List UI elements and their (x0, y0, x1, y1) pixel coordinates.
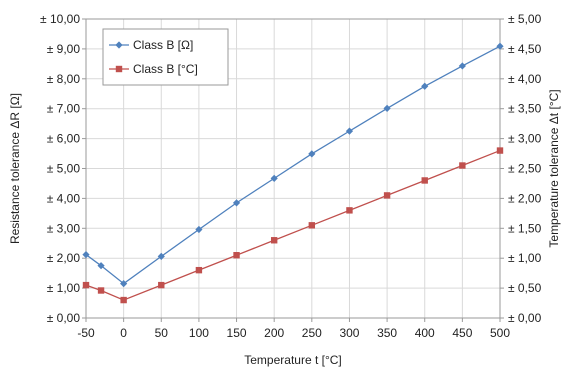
data-point (233, 252, 240, 259)
left-y-tick-label: ± 7,00 (47, 102, 81, 116)
x-tick-label: 0 (120, 326, 127, 340)
right-y-tick-label: ± 2,50 (508, 162, 542, 176)
data-point (270, 174, 278, 182)
left-y-tick-label: ± 3,00 (47, 221, 81, 235)
x-tick-label: 150 (227, 326, 247, 340)
legend-marker-class-b-celsius (115, 65, 123, 73)
right-y-axis-ticks: ± 0,00 ± 0,50 ± 1,00 ± 1,50 ± 2,00 ± 2,50 ± 3,… (500, 12, 542, 325)
left-y-axis-title: Resistance tolerance ΔR [Ω] (8, 93, 22, 244)
x-tick-label: 200 (264, 326, 284, 340)
x-tick-label: 350 (377, 326, 397, 340)
legend-marker-class-b-ohm (115, 41, 123, 49)
right-y-tick-label: ± 3,50 (508, 102, 542, 116)
series (82, 42, 504, 304)
data-point (345, 127, 354, 135)
x-tick-label: 450 (452, 326, 472, 340)
data-point (232, 199, 241, 207)
legend-box (102, 28, 229, 86)
series-1 (82, 147, 504, 304)
x-tick-label: 250 (302, 326, 322, 340)
x-axis-ticks: -50 0 50 100 150 200 250 300 350 400 450 500 (77, 318, 510, 340)
left-y-tick-label: ± 2,00 (47, 251, 81, 265)
data-point (459, 162, 466, 169)
x-tick-label: 50 (155, 326, 169, 340)
left-y-tick-label: ± 8,00 (47, 72, 81, 86)
data-point (458, 62, 466, 70)
data-point (308, 150, 316, 158)
x-tick-label: 100 (189, 326, 209, 340)
left-y-tick-label: ± 1,00 (47, 281, 81, 295)
data-point (346, 207, 353, 214)
data-point (82, 251, 90, 259)
left-y-tick-label: ± 10,00 (40, 12, 80, 26)
data-point (270, 237, 278, 244)
data-point (308, 222, 316, 229)
series-0 (82, 42, 504, 288)
legend-label-class-b-celsius: Class B [°C] (133, 62, 198, 76)
data-point (158, 281, 165, 289)
data-point (383, 192, 391, 199)
legend: Class B [Ω] Class B [°C] (102, 28, 229, 86)
x-tick-label: 400 (415, 326, 435, 340)
data-point (195, 266, 203, 274)
data-point (120, 280, 128, 288)
x-tick-label: 500 (490, 326, 510, 340)
x-axis-title: Temperature t [°C] (244, 353, 342, 367)
data-point (97, 262, 105, 270)
data-point (97, 287, 105, 294)
data-point (496, 147, 504, 154)
series-line (85, 149, 501, 301)
right-y-tick-label: ± 2,00 (508, 191, 542, 205)
data-point (421, 177, 428, 184)
left-y-tick-label: ± 0,00 (47, 311, 81, 325)
data-point (496, 42, 504, 50)
x-tick-label: 300 (339, 326, 359, 340)
left-y-tick-label: ± 6,00 (47, 132, 81, 146)
right-y-tick-label: ± 1,50 (508, 221, 542, 235)
right-y-axis-title: Temperature tolerance Δt [°C] (547, 89, 561, 247)
right-y-tick-label: ± 3,00 (508, 132, 542, 146)
left-y-axis-ticks: ± 0,00 ± 1,00 ± 2,00 ± 3,00 ± 4,00 ± 5,00 ± 6,… (40, 12, 86, 325)
left-y-tick-label: ± 5,00 (47, 162, 81, 176)
legend-label-class-b-ohm: Class B [Ω] (133, 38, 193, 52)
right-y-tick-label: ± 1,00 (508, 251, 542, 265)
right-y-tick-label: ± 4,50 (508, 42, 542, 56)
right-y-tick-label: ± 0,50 (508, 281, 542, 295)
left-y-tick-label: ± 4,00 (47, 191, 81, 205)
data-point (421, 82, 429, 90)
x-tick-label: -50 (77, 326, 95, 340)
right-y-tick-label: ± 0,00 (508, 311, 542, 325)
data-point (383, 104, 391, 113)
left-y-tick-label: ± 9,00 (47, 42, 81, 56)
legend-marker-shape (115, 41, 123, 49)
right-y-tick-label: ± 4,00 (508, 72, 542, 86)
legend-marker-shape (115, 65, 123, 73)
data-point (195, 225, 203, 234)
data-point (157, 252, 165, 261)
right-y-tick-label: ± 5,00 (508, 12, 542, 26)
data-point (82, 281, 90, 289)
data-point (120, 296, 127, 304)
